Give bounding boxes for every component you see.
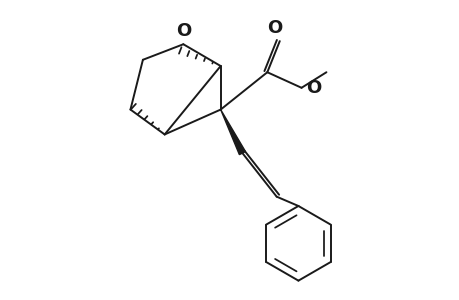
Text: O: O — [305, 79, 320, 97]
Text: O: O — [175, 22, 190, 40]
Text: O: O — [267, 19, 282, 37]
Polygon shape — [220, 110, 245, 154]
